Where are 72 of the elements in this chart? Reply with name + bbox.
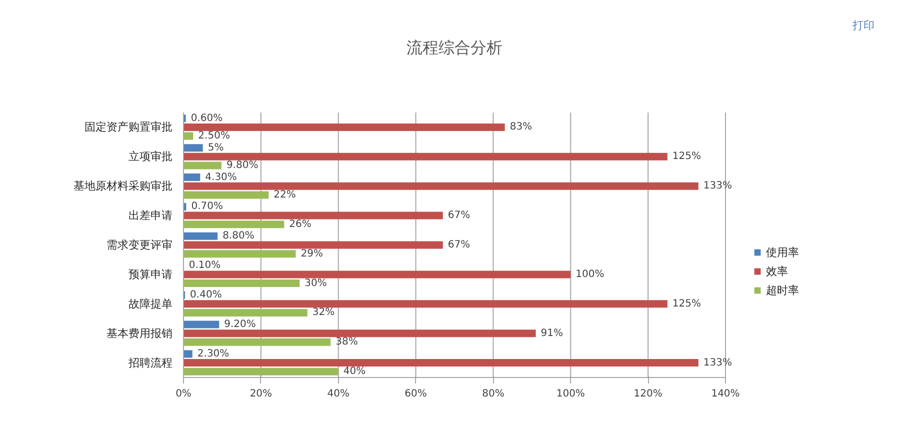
bar xyxy=(184,123,505,131)
x-tick-label: 20% xyxy=(250,388,272,400)
x-tick-label: 100% xyxy=(556,388,585,400)
bar xyxy=(184,368,338,376)
data-label: 2.30% xyxy=(197,348,230,360)
data-label: 0.70% xyxy=(191,201,223,212)
data-label: 67% xyxy=(448,210,470,222)
legend-label: 超时率 xyxy=(766,282,799,298)
bar xyxy=(184,182,698,190)
data-label: 30% xyxy=(304,278,327,289)
data-label: 4.30% xyxy=(205,172,237,183)
x-tick-label: 0% xyxy=(176,388,192,400)
data-label: 67% xyxy=(448,240,470,250)
bar xyxy=(184,232,218,240)
data-label: 125% xyxy=(672,298,702,310)
x-tick-label: 80% xyxy=(482,388,504,400)
bar xyxy=(184,144,203,152)
data-label: 26% xyxy=(289,218,312,230)
data-label: 133% xyxy=(703,180,732,192)
data-label: 83% xyxy=(510,122,532,133)
bar xyxy=(184,220,284,228)
data-label: 2.50% xyxy=(198,130,230,142)
x-tick-label: 120% xyxy=(634,388,662,400)
bar xyxy=(184,300,668,308)
data-label: 0.40% xyxy=(190,290,222,301)
bar xyxy=(184,212,443,220)
data-label: 91% xyxy=(540,328,564,339)
bar xyxy=(184,191,269,199)
bar xyxy=(184,359,698,367)
text: 打印 xyxy=(852,19,874,32)
bar xyxy=(184,320,220,328)
x-tick-label: 140% xyxy=(711,388,740,400)
y-tick-label: 需求变更评审 xyxy=(106,238,172,252)
data-label: 8.80% xyxy=(222,230,254,242)
data-label: 9.20% xyxy=(224,319,256,330)
data-label: 29% xyxy=(300,248,324,260)
data-label: 5% xyxy=(208,142,224,154)
chart-title: 流程综合分析 xyxy=(406,38,502,57)
x-tick-label: 40% xyxy=(327,388,350,400)
legend-label: 效率 xyxy=(766,264,788,278)
y-tick-label: 预算申请 xyxy=(128,268,172,281)
data-label: 100% xyxy=(576,268,604,280)
bar xyxy=(184,280,300,288)
y-tick-label: 招聘流程 xyxy=(128,356,172,370)
data-label: 0.60% xyxy=(190,112,223,124)
data-label: 40% xyxy=(343,366,366,378)
legend-label: 使用率 xyxy=(766,244,799,260)
bar xyxy=(184,350,192,358)
data-label: 0.10% xyxy=(188,260,221,272)
bar xyxy=(184,152,668,160)
data-label: 133% xyxy=(703,357,732,368)
bar xyxy=(184,270,571,278)
bar xyxy=(184,132,194,140)
bar xyxy=(184,338,331,346)
y-tick-label: 出差申请 xyxy=(128,209,172,222)
bar xyxy=(184,330,536,338)
bar xyxy=(184,174,200,182)
data-label: 32% xyxy=(312,307,335,318)
bar xyxy=(184,241,443,249)
bar xyxy=(184,308,308,316)
data-label: 22% xyxy=(274,189,296,200)
y-tick-label: 固定资产购置审批 xyxy=(84,120,172,134)
bar xyxy=(184,250,296,258)
bar xyxy=(184,162,222,170)
y-tick-label: 立项审批 xyxy=(128,150,172,164)
y-tick-label: 基地原材料采购审批 xyxy=(74,180,172,193)
y-tick-label: 基本费用报销 xyxy=(106,326,172,340)
data-label: 125% xyxy=(672,151,702,162)
y-tick-label: 故障提单 xyxy=(128,297,172,310)
data-label: 9.80% xyxy=(226,160,258,171)
x-tick-label: 60% xyxy=(404,388,427,400)
data-label: 38% xyxy=(336,336,358,348)
